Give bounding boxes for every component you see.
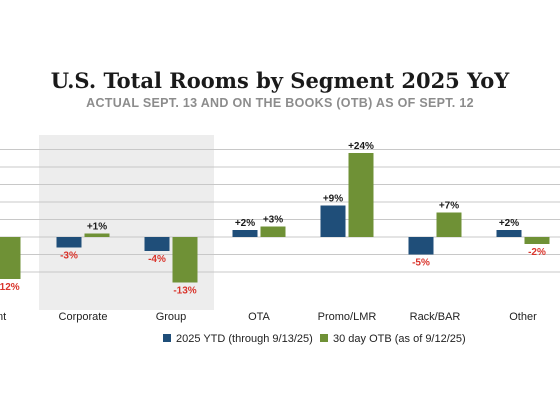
data-label: -13% xyxy=(173,286,196,297)
chart-subtitle: ACTUAL SEPT. 13 AND ON THE BOOKS (OTB) A… xyxy=(86,96,474,110)
bar-ytd xyxy=(144,237,170,251)
bar-otb xyxy=(84,233,110,237)
category-label: Corporate xyxy=(59,311,108,323)
category-label: Rack/BAR xyxy=(410,311,461,323)
bar-otb xyxy=(260,226,286,237)
bar-otb xyxy=(436,212,462,237)
bar-ytd xyxy=(56,237,82,248)
bar-otb xyxy=(524,237,550,244)
bar-ytd xyxy=(496,230,522,237)
legend-swatch-otb xyxy=(320,334,328,342)
data-label: -5% xyxy=(412,258,430,269)
bar-ytd xyxy=(320,205,346,237)
data-label: +1% xyxy=(87,222,107,233)
chart-title: U.S. Total Rooms by Segment 2025 YoY xyxy=(51,68,511,93)
legend-swatch-ytd xyxy=(163,334,171,342)
bar-ytd xyxy=(232,230,258,237)
data-label: +24% xyxy=(348,141,374,152)
category-label: OTA xyxy=(248,311,270,323)
data-label: -2% xyxy=(528,247,546,258)
category-label: ment xyxy=(0,311,6,323)
data-label: -12% xyxy=(0,282,20,293)
legend: 2025 YTD (through 9/13/25) 30 day OTB (a… xyxy=(163,333,466,345)
category-label: Group xyxy=(156,311,187,323)
bar-otb xyxy=(172,237,198,283)
data-label: -3% xyxy=(60,251,78,262)
data-labels: -12% -3% +1% -4% -13% +2% +3% +9% +24% -5% +7% +2% -… xyxy=(0,141,546,297)
data-label: +7% xyxy=(439,201,459,212)
data-label: +3% xyxy=(263,215,283,226)
bar-otb xyxy=(0,237,21,279)
category-label: Promo/LMR xyxy=(318,311,377,323)
category-label: Other xyxy=(509,311,537,323)
data-label: -4% xyxy=(148,254,166,265)
category-labels: ment Corporate Group OTA Promo/LMR Rack/BAR Ot… xyxy=(0,311,537,323)
data-label: +2% xyxy=(499,218,519,229)
bars xyxy=(0,153,550,283)
bar-otb xyxy=(348,153,374,237)
data-label: +9% xyxy=(323,194,343,205)
data-label: +2% xyxy=(235,218,255,229)
highlight-band xyxy=(39,135,214,310)
bar-ytd xyxy=(408,237,434,255)
legend-label-otb: 30 day OTB (as of 9/12/25) xyxy=(333,333,466,345)
highlight-band-corporate xyxy=(39,135,214,310)
legend-label-ytd: 2025 YTD (through 9/13/25) xyxy=(176,333,313,345)
